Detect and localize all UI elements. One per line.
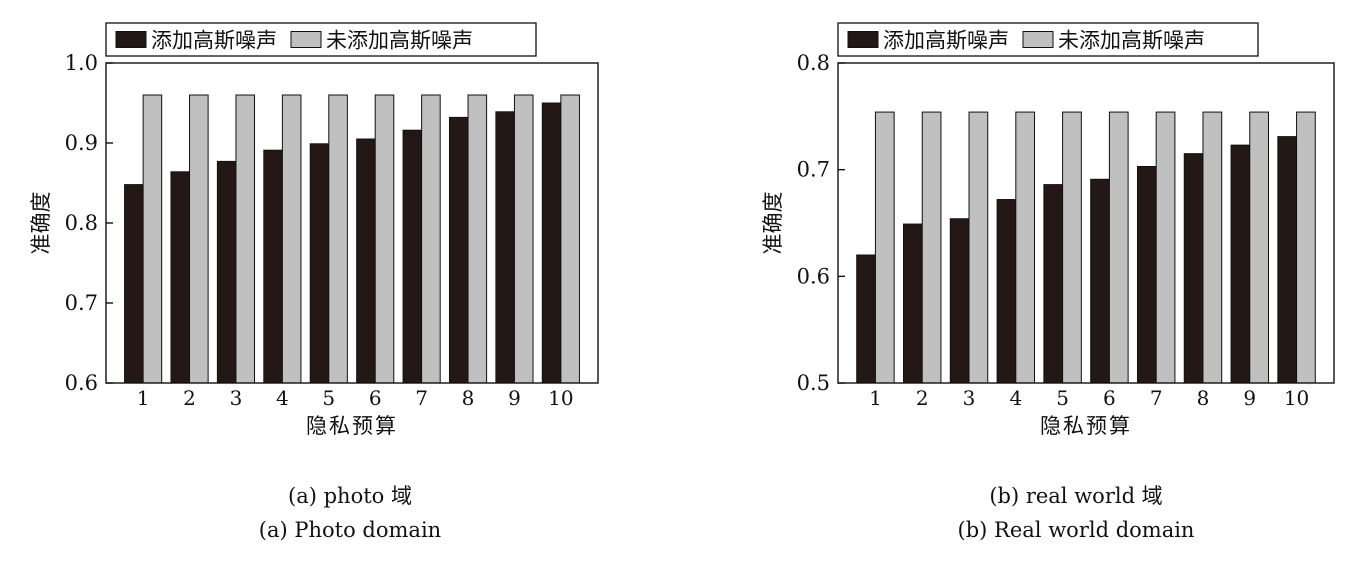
bar-series1-3	[949, 218, 970, 384]
bar-series1-9	[1230, 144, 1251, 384]
y-tick-label: 0.7	[797, 158, 830, 182]
y-tick-label: 1.0	[65, 51, 98, 75]
legend-label-series1: 添加高斯噪声	[883, 29, 1009, 53]
legend-label-series2: 未添加高斯噪声	[326, 29, 473, 53]
caption-b-english: (b) Real world domain	[957, 518, 1195, 542]
bar-series1-7	[402, 129, 423, 384]
bar-series2-10	[1296, 111, 1316, 384]
x-tick-label: 4	[276, 386, 289, 410]
bar-series2-3	[235, 94, 256, 384]
x-tick-label: 2	[916, 386, 929, 410]
bar-series1-6	[356, 138, 376, 384]
y-tick-label: 0.7	[65, 291, 98, 315]
caption-b-chinese: (b) real world 域	[989, 484, 1163, 508]
bar-series1-9	[495, 111, 515, 384]
x-tick-label: 8	[1197, 386, 1210, 410]
bar-series2-9	[513, 94, 534, 384]
bar-series2-7	[1155, 111, 1176, 384]
x-tick-label: 1	[869, 386, 882, 410]
bar-series1-8	[1183, 153, 1204, 384]
caption-a-english: (a) Photo domain	[258, 518, 442, 542]
x-tick-label: 1	[137, 386, 150, 410]
bar-series1-4	[263, 149, 283, 384]
bar-series2-5	[328, 94, 348, 384]
bar-series2-7	[421, 94, 441, 384]
x-tick-label: 3	[963, 386, 976, 410]
x-tick-label: 10	[548, 386, 573, 410]
legend-label-series1: 添加高斯噪声	[151, 29, 277, 53]
caption-a-chinese: (a) photo 域	[288, 484, 412, 508]
bar-series2-1	[874, 111, 895, 384]
x-tick-label: 6	[369, 386, 382, 410]
bar-series1-10	[541, 102, 562, 384]
caption-b: (b) real world 域 (b) Real world domain	[876, 484, 1276, 542]
legend-label-series2: 未添加高斯噪声	[1058, 29, 1205, 53]
bar-series2-9	[1249, 111, 1269, 384]
x-tick-label: 3	[230, 386, 243, 410]
bar-series1-5	[1043, 184, 1064, 384]
bar-series1-8	[448, 116, 469, 384]
bar-series1-2	[903, 223, 923, 384]
bar-series1-10	[1277, 136, 1298, 384]
y-axis-label: 准确度	[29, 192, 53, 255]
y-tick-label: 0.5	[797, 371, 830, 395]
bar-series2-3	[968, 111, 989, 384]
bar-series2-10	[560, 94, 580, 384]
bar-series1-6	[1090, 178, 1110, 384]
bar-series1-7	[1136, 165, 1157, 384]
x-tick-label: 7	[415, 386, 428, 410]
bar-series2-4	[281, 94, 302, 384]
bar-series1-4	[996, 199, 1017, 384]
x-tick-label: 2	[183, 386, 196, 410]
bar-series2-5	[1062, 111, 1082, 384]
y-tick-label: 0.6	[797, 264, 830, 288]
bar-series2-8	[1202, 111, 1223, 384]
bar-series1-5	[309, 143, 330, 384]
x-tick-label: 6	[1103, 386, 1116, 410]
x-tick-label: 4	[1009, 386, 1022, 410]
legend-swatch-series2	[1022, 31, 1054, 48]
plot-frame	[837, 62, 1335, 384]
legend-swatch-series2	[290, 31, 322, 48]
bar-series2-8	[467, 94, 488, 384]
x-tick-label: 9	[508, 386, 521, 410]
bar-series1-2	[170, 171, 191, 384]
bar-series2-2	[189, 94, 209, 384]
bar-series2-2	[921, 111, 942, 384]
y-tick-label: 0.8	[65, 211, 98, 235]
y-tick-label: 0.9	[65, 131, 98, 155]
x-tick-label: 5	[1056, 386, 1069, 410]
bar-series1-1	[856, 254, 876, 384]
legend-swatch-series1	[847, 31, 879, 48]
caption-a: (a) photo 域 (a) Photo domain	[150, 484, 550, 542]
bar-series1-3	[216, 160, 237, 384]
legend-swatch-series1	[115, 31, 147, 48]
bar-series1-1	[124, 184, 144, 384]
x-tick-label: 7	[1150, 386, 1163, 410]
bar-series2-6	[374, 94, 395, 384]
bar-series2-4	[1015, 111, 1036, 384]
x-tick-label: 5	[322, 386, 335, 410]
y-tick-label: 0.8	[797, 51, 830, 75]
y-axis-label: 准确度	[761, 192, 785, 255]
x-tick-label: 9	[1243, 386, 1256, 410]
x-axis-label: 隐私预算	[306, 414, 398, 438]
y-tick-label: 0.6	[65, 371, 98, 395]
bar-series2-1	[142, 94, 163, 384]
x-tick-label: 10	[1284, 386, 1309, 410]
bar-series2-6	[1108, 111, 1129, 384]
x-axis-label: 隐私预算	[1040, 414, 1132, 438]
x-tick-label: 8	[462, 386, 475, 410]
